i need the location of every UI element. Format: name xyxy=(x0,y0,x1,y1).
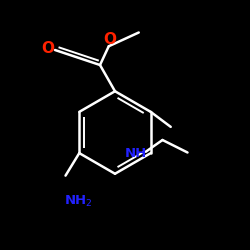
Text: O: O xyxy=(104,32,117,47)
Text: O: O xyxy=(42,41,54,56)
Text: NH: NH xyxy=(125,147,148,160)
Text: NH$_2$: NH$_2$ xyxy=(64,194,93,209)
